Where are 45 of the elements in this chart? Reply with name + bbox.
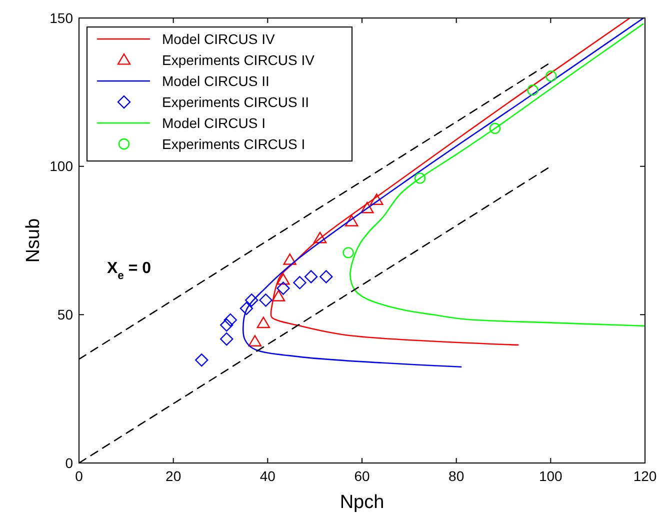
point [313,232,327,244]
point [248,335,262,346]
point [342,247,354,258]
point [546,70,557,82]
x-tick-label: 0 [75,468,84,484]
legend-label: Model CIRCUS IV [162,30,276,47]
x-tick-label: 100 [538,468,563,484]
x-tick-label: 60 [354,468,370,484]
annotation: X$_{e}$ = 0 [107,260,152,282]
point [272,290,286,302]
legend-label: Experiments CIRCUS II [162,94,310,110]
point [220,332,234,346]
legend-label: Model CIRCUS II [162,72,270,89]
point [195,353,208,367]
point [360,202,374,214]
x-tick-label: 120 [633,468,657,484]
point [283,253,296,265]
point [276,282,290,295]
point [527,84,538,96]
y-tick-label: 0 [65,454,74,471]
point [293,276,306,290]
y-tick-label: 150 [50,10,74,26]
point [414,172,426,184]
x-tick-label: 20 [166,468,182,484]
x-tick-label: 40 [260,468,276,484]
y-tick-label: 50 [57,306,74,323]
x-tick-label: 80 [448,468,464,484]
y-tick-label: 100 [50,158,74,174]
legend-label: Model CIRCUS I [162,114,266,131]
point [320,270,333,284]
point [220,318,234,332]
point [245,294,258,307]
y-axis-title: Nsub [23,218,44,263]
point [240,302,254,316]
point [259,294,272,307]
legend-label: Experiments CIRCUS I [162,136,306,152]
point [276,273,290,285]
point [345,214,358,226]
point [304,270,318,284]
legend-label: Experiments CIRCUS IV [162,52,316,68]
point [224,313,238,327]
point [370,194,384,205]
point [256,316,270,328]
x-axis-title: Npch [340,492,384,513]
point [489,122,501,134]
